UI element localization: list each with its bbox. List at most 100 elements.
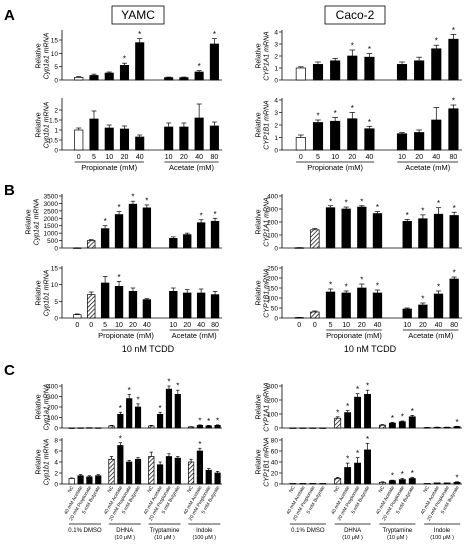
bar (164, 77, 174, 81)
significance-star: * (360, 197, 363, 206)
bar (128, 203, 138, 249)
x-tick-label: 10 (105, 154, 113, 161)
x-tick-label: 40 (435, 322, 443, 329)
x-tick-label: 20 (180, 154, 188, 161)
x-tick-label: 10 (165, 154, 173, 161)
bar (142, 207, 152, 249)
bar (414, 132, 425, 151)
x-tick-label: 20 (129, 322, 137, 329)
significance-star: * (131, 193, 134, 202)
y-tick-label: 200 (267, 220, 278, 227)
x-tick-label: 20 (415, 154, 423, 161)
y-tick-label: 400 (267, 194, 278, 201)
y-tick-label: 0 (54, 78, 58, 85)
bar (312, 64, 324, 81)
y-axis-label-line: CYP1A1 mRNA (263, 31, 270, 81)
bar (431, 48, 442, 81)
significance-star: * (123, 55, 126, 64)
significance-star: * (435, 37, 438, 46)
bar (104, 127, 114, 151)
y-tick-label: 3000 (44, 201, 59, 208)
significance-star: * (316, 112, 319, 121)
y-tick-label: 1000 (44, 231, 59, 238)
bar (334, 478, 342, 485)
bar (114, 214, 124, 249)
y-axis-label-line: Relative (256, 449, 263, 474)
bar (453, 482, 461, 485)
y-tick-label: 0 (274, 78, 278, 85)
y-axis-label-line: CYP1B1 mRNA (263, 268, 270, 318)
x-tick-label: 0 (297, 322, 301, 329)
bar (164, 126, 174, 151)
bar (388, 422, 396, 429)
group-label: Acetate (mM) (408, 331, 454, 340)
significance-star: * (391, 472, 394, 481)
x-tick-label: 5 (92, 154, 96, 161)
group-sublabel: (10 μM ) (387, 535, 408, 541)
bar (448, 108, 459, 151)
y-tick-label: 200 (267, 276, 278, 283)
significance-star: * (421, 206, 424, 215)
y-tick-label: 2 (274, 123, 278, 130)
bar (354, 396, 362, 429)
y-axis-label: RelativeCyp1b1 mRNA (36, 438, 51, 485)
x-tick-label: 40 (197, 322, 205, 329)
bar (169, 237, 178, 249)
y-tick-label: 4 (274, 30, 278, 37)
bar (135, 136, 145, 151)
x-tick-label: 0 (77, 154, 81, 161)
bar (423, 483, 431, 485)
bar (334, 417, 342, 429)
bar (325, 291, 336, 319)
bar (364, 394, 371, 429)
y-tick-label: 40 (271, 460, 279, 467)
bar (414, 60, 425, 81)
bar (289, 483, 297, 485)
y-tick-label: 0 (54, 246, 58, 253)
bar (347, 118, 358, 151)
group-sublabel: (100 μM ) (192, 535, 216, 541)
y-tick-label: 0 (274, 246, 278, 253)
y-tick-label: 4 (54, 460, 58, 467)
y-tick-label: 250 (267, 266, 278, 273)
y-tick-label: 0 (54, 426, 58, 433)
bar (364, 449, 371, 485)
bar (196, 222, 206, 249)
bar (402, 221, 412, 249)
y-tick-label: 10 (51, 51, 59, 58)
bar (157, 464, 164, 485)
header-yamc: YAMC (121, 8, 155, 22)
y-axis-label-line: Cyp1a1 mRNA (33, 198, 40, 245)
bar (319, 483, 327, 485)
bar (388, 480, 396, 485)
x-tick-label: 80 (211, 322, 219, 329)
bar (126, 461, 133, 485)
y-tick-label: 400 (47, 384, 58, 391)
y-axis-label-line: Cyp1b1 mRNA (43, 438, 50, 485)
group-label: Propionate (mM) (326, 331, 382, 340)
y-tick-label: 3 (274, 42, 278, 49)
bar (119, 64, 130, 81)
bar (134, 406, 142, 429)
x-tick-label: 80 (450, 154, 458, 161)
y-tick-label: 0 (54, 148, 58, 155)
bar (157, 414, 164, 429)
group-label: Propionate (mM) (98, 331, 154, 340)
bar (74, 129, 84, 151)
significance-star: * (401, 470, 404, 479)
y-axis-label-line: Relative (36, 43, 43, 68)
bar (169, 290, 178, 319)
group-label: 0.1% DMSO (291, 528, 325, 534)
x-tick-label: 20 (419, 322, 427, 329)
bar (179, 77, 189, 81)
significance-star: * (138, 30, 141, 39)
significance-star: * (391, 414, 394, 423)
y-tick-label: 200 (47, 405, 58, 412)
y-tick-label: 0.5 (49, 138, 58, 145)
y-tick-label: 2 (54, 471, 58, 478)
significance-star: * (176, 382, 179, 391)
